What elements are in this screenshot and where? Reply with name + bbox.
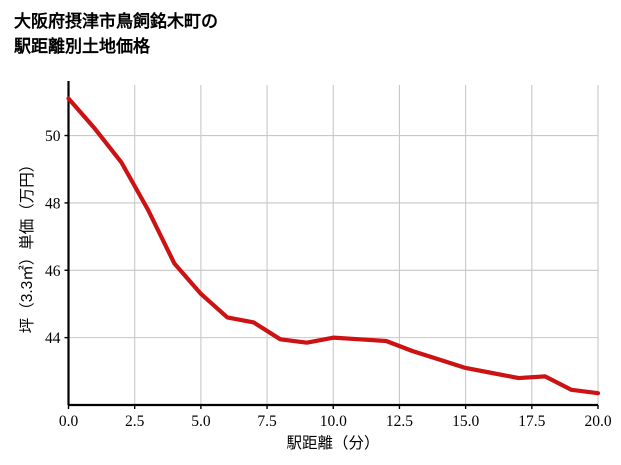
x-tick-label: 5.0 [191, 413, 211, 430]
x-axis-ticks: 0.0 2.5 5.0 7.5 10.0 12.5 15.0 17.5 20.0 [59, 405, 612, 430]
y-tick-label: 50 [45, 128, 61, 145]
x-tick-label: 12.5 [386, 413, 413, 430]
x-tick-label: 17.5 [518, 413, 545, 430]
x-tick-label: 2.5 [125, 413, 145, 430]
y-tick-label: 48 [45, 195, 61, 212]
x-tick-label: 15.0 [452, 413, 479, 430]
y-tick-label: 46 [45, 263, 61, 280]
y-tick-label: 44 [45, 330, 61, 347]
x-tick-label: 20.0 [584, 413, 611, 430]
gridlines [68, 85, 599, 405]
page-title: 大阪府摂津市鳥飼銘木町の 駅距離別土地価格 [14, 12, 218, 56]
x-axis-label: 駅距離（分） [286, 434, 379, 452]
x-tick-label: 7.5 [257, 413, 277, 430]
data-series-line [66, 96, 601, 396]
x-tick-label: 10.0 [320, 413, 347, 430]
y-axis-ticks: 44 46 48 50 [45, 128, 69, 347]
y-axis-label: 坪（3.3㎡）単価（万円） [18, 157, 36, 334]
x-tick-label: 0.0 [59, 413, 79, 430]
